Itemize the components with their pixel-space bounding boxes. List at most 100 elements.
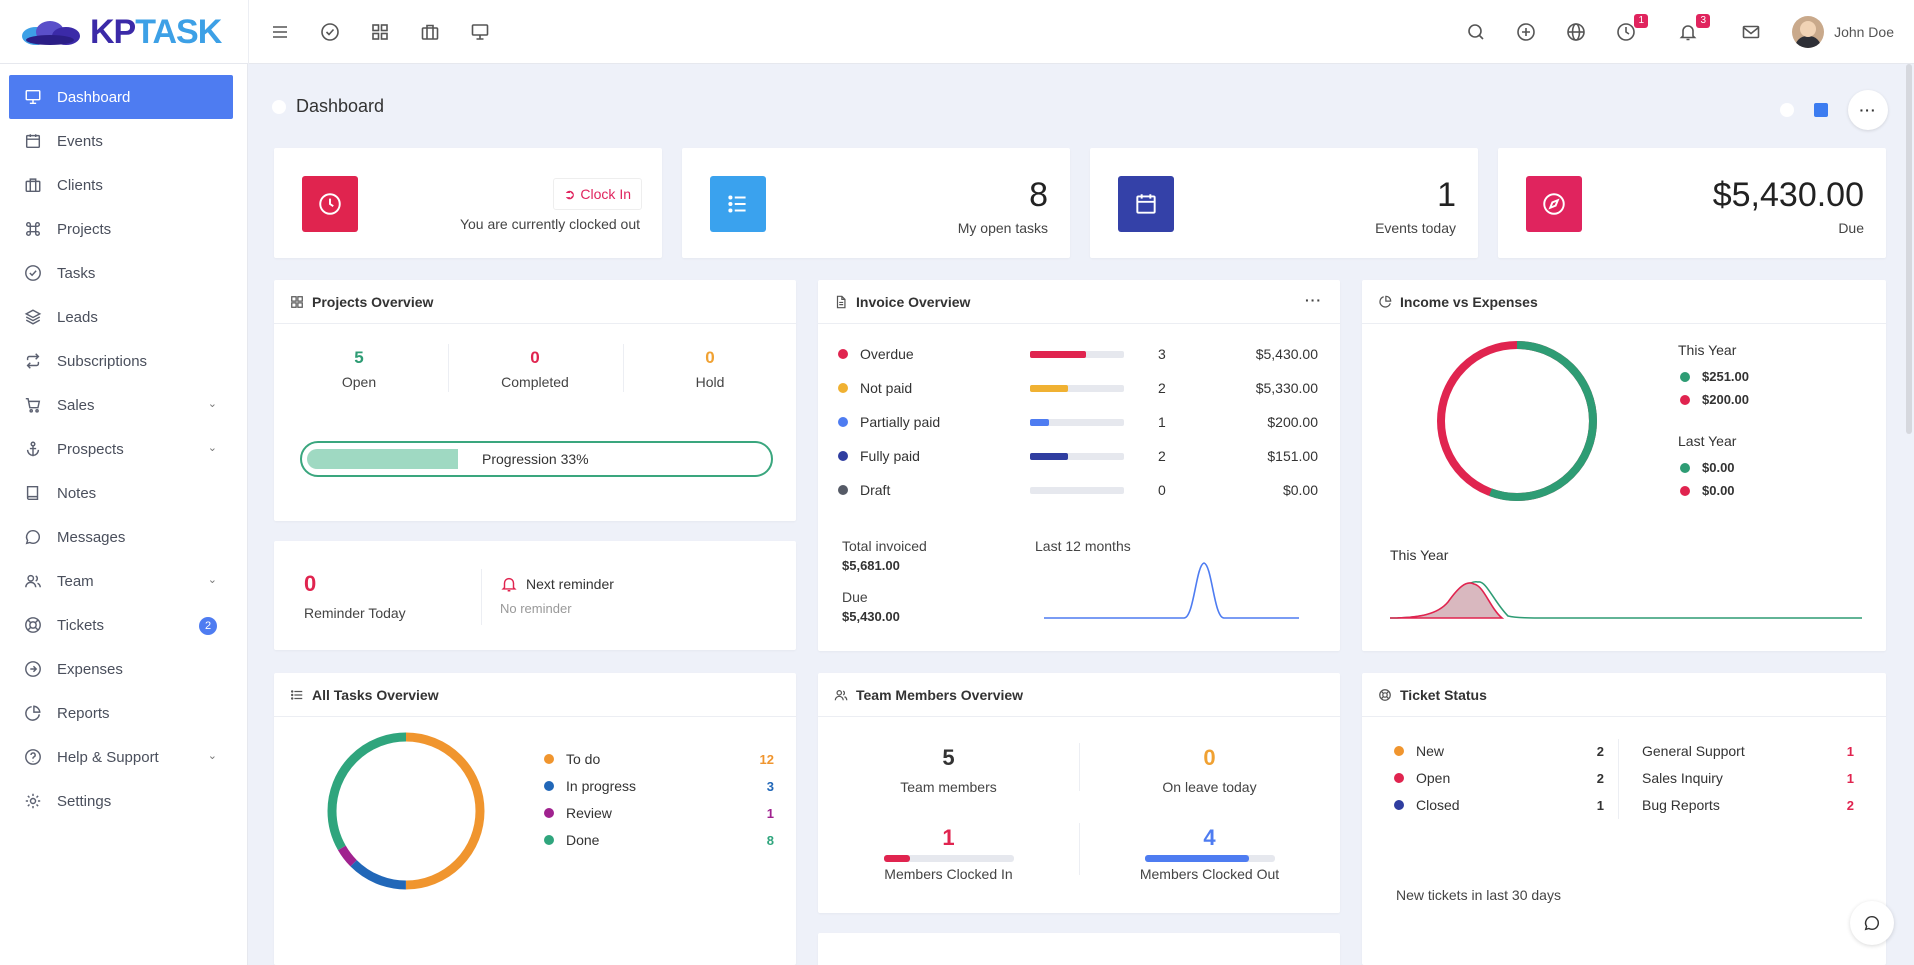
ticket-category-count: 1 [1846,770,1854,786]
invoice-row[interactable]: Partially paid 1 $200.00 [838,412,1328,432]
sidebar: Dashboard Events Clients Projects Tasks … [0,64,248,965]
sidebar-item-clients[interactable]: Clients [9,163,233,207]
ticket-category-item[interactable]: Sales Inquiry 1 [1642,770,1854,786]
ticket-footer: New tickets in last 30 days [1396,887,1561,903]
invoice-count: 1 [1158,414,1166,430]
chat-icon [1864,915,1880,931]
top-bar: KPTASK 1 3 John Doe [0,0,1914,64]
ticket-status-label: New [1416,743,1445,759]
globe-icon[interactable] [1564,20,1588,44]
user-menu[interactable]: John Doe [1792,16,1894,48]
sidebar-item-subscriptions[interactable]: Subscriptions [9,339,233,383]
invoice-row[interactable]: Fully paid 2 $151.00 [838,446,1328,466]
on-leave-today[interactable]: 0 On leave today [1079,745,1340,795]
divider [448,344,449,392]
due-card[interactable]: $5,430.00 Due [1498,148,1886,258]
ticket-category-item[interactable]: General Support 1 [1642,743,1854,759]
chevron-down-icon: ⌄ [207,398,217,410]
tasks-donut-segment [327,732,485,890]
ticket-status-item[interactable]: New 2 [1394,743,1604,759]
invoice-bar [1030,384,1124,392]
legend-dot [1394,773,1404,783]
sidebar-item-label: Prospects [57,440,124,458]
sidebar-item-prospects[interactable]: Prospects ⌄ [9,427,233,471]
open-tasks-card[interactable]: 8 My open tasks [682,148,1070,258]
tasks-legend-item[interactable]: In progress 3 [544,778,774,794]
logo[interactable]: KPTASK [20,13,230,51]
sidebar-item-dashboard[interactable]: Dashboard [9,75,233,119]
ticket-status-item[interactable]: Closed 1 [1394,797,1604,813]
calendar-icon [23,131,43,151]
more-options-button[interactable]: ··· [1305,292,1322,308]
team-members-value: 5 [942,745,955,770]
sidebar-item-reports[interactable]: Reports [9,691,233,735]
invoice-row[interactable]: Overdue 3 $5,430.00 [838,344,1328,364]
anchor-icon [23,439,43,459]
add-circle-icon[interactable] [1514,20,1538,44]
invoice-amount: $0.00 [1282,482,1318,498]
ticket-status-count: 2 [1596,770,1604,786]
projects-completed[interactable]: 0 Completed [450,348,620,390]
command-icon [23,219,43,239]
sidebar-item-label: Dashboard [57,88,131,106]
sidebar-item-tickets[interactable]: Tickets 2 [9,603,233,647]
card-title: Invoice Overview [856,293,971,310]
legend-dot [544,754,554,764]
clock-icon[interactable]: 1 [1614,14,1648,44]
sidebar-item-settings[interactable]: Settings [9,779,233,823]
color-picker-square[interactable] [1814,103,1828,117]
card-title: All Tasks Overview [312,686,439,703]
ticket-category-item[interactable]: Bug Reports 2 [1642,797,1854,813]
projects-hold[interactable]: 0 Hold [625,348,795,390]
ticket-status-label: Closed [1416,797,1460,813]
ticket-status-count: 1 [1596,797,1604,813]
invoice-row[interactable]: Draft 0 $0.00 [838,480,1328,500]
theme-toggle-dot[interactable] [1780,103,1794,117]
sidebar-item-label: Tickets [57,616,104,634]
events-today-card[interactable]: 1 Events today [1090,148,1478,258]
bell-icon[interactable]: 3 [1676,14,1710,44]
members-clocked-out[interactable]: 4 Members Clocked Out [1079,825,1340,882]
team-members[interactable]: 5 Team members [818,745,1079,795]
briefcase-icon[interactable] [418,20,442,44]
last-year-income-value: $0.00 [1702,460,1735,475]
check-circle-icon[interactable] [318,20,342,44]
search-icon[interactable] [1464,20,1488,44]
tasks-legend-item[interactable]: To do 12 [544,751,774,767]
invoice-row[interactable]: Not paid 2 $5,330.00 [838,378,1328,398]
projects-open[interactable]: 5 Open [274,348,444,390]
clock-in-button[interactable]: ➲ Clock In [552,178,642,210]
scrollbar[interactable] [1906,64,1912,434]
sidebar-item-events[interactable]: Events [9,119,233,163]
sidebar-item-expenses[interactable]: Expenses [9,647,233,691]
legend-dot [1680,485,1690,496]
projects-open-value: 5 [354,348,364,367]
sidebar-item-messages[interactable]: Messages [9,515,233,559]
projects-completed-label: Completed [501,374,569,390]
legend-dot [544,835,554,845]
invoice-overview-card: Invoice Overview ··· Overdue 3 $5,430.00 No… [818,280,1340,651]
sidebar-item-sales[interactable]: Sales ⌄ [9,383,233,427]
ticket-status-item[interactable]: Open 2 [1394,770,1604,786]
monitor-icon[interactable] [468,20,492,44]
members-clocked-in[interactable]: 1 Members Clocked In [818,825,1079,882]
sidebar-item-projects[interactable]: Projects [9,207,233,251]
last-year-income: $0.00 [1680,460,1735,475]
menu-icon[interactable] [268,20,292,44]
clock-in-label: Clock In [580,186,631,202]
sidebar-item-tasks[interactable]: Tasks [9,251,233,295]
invoice-count: 2 [1158,380,1166,396]
invoice-amount: $5,430.00 [1255,346,1318,362]
sidebar-item-leads[interactable]: Leads [9,295,233,339]
more-options-button[interactable]: ··· [1848,90,1888,130]
sidebar-item-help-support[interactable]: Help & Support ⌄ [9,735,233,779]
sidebar-item-team[interactable]: Team ⌄ [9,559,233,603]
grid-icon[interactable] [368,20,392,44]
mail-icon[interactable] [1739,20,1763,44]
invoice-bar-fill [1030,452,1068,460]
tasks-legend-item[interactable]: Done 8 [544,832,774,848]
next-reminder[interactable]: Next reminder [500,575,614,593]
chat-button[interactable] [1850,901,1894,945]
sidebar-item-notes[interactable]: Notes [9,471,233,515]
tasks-legend-item[interactable]: Review 1 [544,805,774,821]
